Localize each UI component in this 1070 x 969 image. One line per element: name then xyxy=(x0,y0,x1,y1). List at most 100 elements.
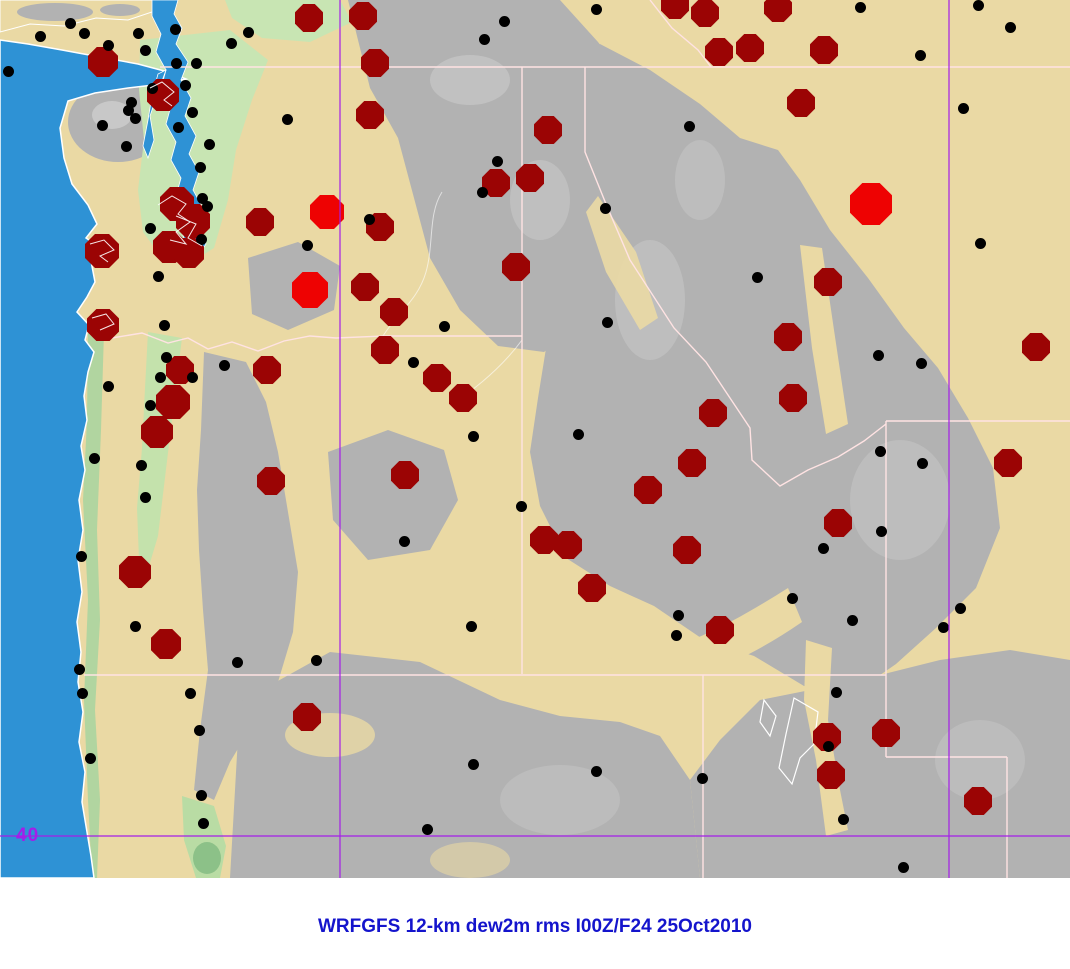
station-dot xyxy=(169,23,181,35)
station-dot xyxy=(186,106,198,118)
station-dot xyxy=(152,270,164,282)
station-octagon-bright xyxy=(310,195,344,229)
station-octagon-bright xyxy=(292,272,328,308)
station-octagon-dark xyxy=(764,0,792,22)
station-octagon-dark xyxy=(380,298,408,326)
station-dot xyxy=(683,120,695,132)
station-octagon-dark xyxy=(673,536,701,564)
station-dot xyxy=(670,629,682,641)
ocean xyxy=(0,39,189,878)
station-dot xyxy=(197,817,209,829)
station-dot xyxy=(974,237,986,249)
station-octagon-dark xyxy=(141,416,173,448)
station-dot xyxy=(218,359,230,371)
station-dot xyxy=(421,823,433,835)
station-dot xyxy=(96,119,108,131)
station-octagon-dark xyxy=(705,38,733,66)
station-dot xyxy=(76,687,88,699)
station-octagon-dark xyxy=(554,531,582,559)
station-dot xyxy=(196,192,208,204)
station-dot xyxy=(398,535,410,547)
station-dot xyxy=(672,609,684,621)
station-octagon-dark xyxy=(502,253,530,281)
station-dot xyxy=(301,239,313,251)
station-octagon-dark xyxy=(371,336,399,364)
station-dot xyxy=(203,138,215,150)
station-octagon-dark xyxy=(156,385,190,419)
station-dot xyxy=(201,200,213,212)
station-dot xyxy=(160,351,172,363)
station-dot xyxy=(102,39,114,51)
station-dot xyxy=(916,457,928,469)
station-dot xyxy=(590,765,602,777)
station-octagon-dark xyxy=(810,36,838,64)
station-octagon-dark xyxy=(872,719,900,747)
station-dot xyxy=(438,320,450,332)
station-dot xyxy=(144,399,156,411)
station-dot xyxy=(195,233,207,245)
station-dot xyxy=(846,614,858,626)
station-dot xyxy=(915,357,927,369)
station-dot xyxy=(914,49,926,61)
station-octagon-dark xyxy=(361,49,389,77)
station-dot xyxy=(872,349,884,361)
station-octagon-dark xyxy=(964,787,992,815)
station-dot xyxy=(854,1,866,13)
station-dot xyxy=(696,772,708,784)
station-octagon-dark xyxy=(119,556,151,588)
station-dot xyxy=(515,500,527,512)
station-dot xyxy=(195,789,207,801)
station-dot xyxy=(225,37,237,49)
great-salt-lake xyxy=(759,697,819,786)
station-dot xyxy=(281,113,293,125)
station-dot xyxy=(491,155,503,167)
station-dot xyxy=(407,356,419,368)
station-dot xyxy=(146,82,158,94)
station-octagon-dark xyxy=(678,449,706,477)
station-dot xyxy=(599,202,611,214)
station-dot xyxy=(139,491,151,503)
station-dot xyxy=(120,140,132,152)
station-dot xyxy=(363,213,375,225)
station-dot xyxy=(129,112,141,124)
station-octagon-dark xyxy=(151,629,181,659)
station-dot xyxy=(954,602,966,614)
station-octagon-dark xyxy=(736,34,764,62)
station-octagon-dark xyxy=(691,0,719,27)
station-dot xyxy=(972,0,984,11)
station-dot xyxy=(498,15,510,27)
station-octagon-dark xyxy=(699,399,727,427)
station-octagon-dark xyxy=(257,467,285,495)
station-octagon-dark xyxy=(293,703,321,731)
station-dot xyxy=(125,96,137,108)
station-dot xyxy=(937,621,949,633)
station-octagon-dark xyxy=(516,164,544,192)
station-dot xyxy=(64,17,76,29)
station-dot xyxy=(193,724,205,736)
station-octagon-dark xyxy=(1022,333,1050,361)
station-octagon-dark xyxy=(814,268,842,296)
station-dot xyxy=(874,445,886,457)
station-octagon-dark xyxy=(779,384,807,412)
station-dot xyxy=(172,121,184,133)
station-octagon-dark xyxy=(634,476,662,504)
station-octagon-bright xyxy=(850,183,892,225)
station-dot xyxy=(830,686,842,698)
station-dot xyxy=(786,592,798,604)
station-dot xyxy=(467,758,479,770)
station-dot xyxy=(478,33,490,45)
station-dot xyxy=(73,663,85,675)
station-dot xyxy=(465,620,477,632)
latitude-label-40: 40 xyxy=(16,825,40,846)
station-dot xyxy=(78,27,90,39)
station-dot xyxy=(154,371,166,383)
station-dot xyxy=(467,430,479,442)
station-dot xyxy=(476,186,488,198)
station-dot xyxy=(88,452,100,464)
station-octagon-dark xyxy=(85,234,119,268)
station-dot xyxy=(751,271,763,283)
station-dot xyxy=(75,550,87,562)
station-octagon-dark xyxy=(706,616,734,644)
station-dot xyxy=(179,79,191,91)
